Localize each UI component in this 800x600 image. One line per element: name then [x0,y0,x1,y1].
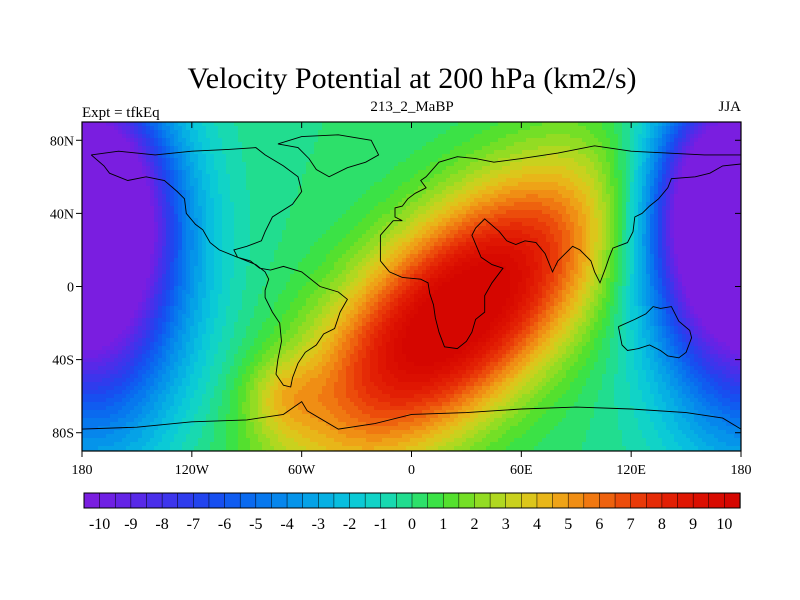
colorbar-label: -10 [89,516,110,533]
colorbar-swatch [99,492,116,509]
colorbar-swatch [318,492,335,509]
colorbar-swatch [193,492,210,509]
velocity-potential-field [82,122,741,451]
x-tick-label: 120W [175,463,210,478]
x-tick-label: 60E [510,463,533,478]
colorbar-swatch [286,492,304,509]
colorbar-label: -9 [124,516,137,533]
colorbar-swatch [677,492,694,509]
colorbar-swatch [536,492,554,509]
colorbar-swatch [349,492,366,509]
colorbar-label: 3 [502,516,510,533]
colorbar-label: 2 [470,516,478,533]
colorbar-label: -5 [249,516,262,533]
colorbar-swatch [239,492,257,509]
colorbar-swatch [646,492,663,509]
y-tick-label: 40N [50,207,74,222]
colorbar-swatch [224,492,241,509]
colorbar-swatch [333,492,351,509]
colorbar-label: 10 [716,516,732,533]
colorbar-label: 4 [533,516,541,533]
colorbar-swatch [599,492,616,509]
colorbar-swatch [302,492,319,509]
colorbar-label: -6 [218,516,231,533]
colorbar-label: 0 [408,516,416,533]
colorbar-swatch [661,492,679,509]
colorbar: -10 -9 -8 -7 -6 -5 -4 -3 -2 -1 0 1 2 3 4 5 6 7 8 9 10 [83,492,741,533]
colorbar-swatch [505,492,522,509]
colorbar-swatch [708,492,726,509]
colorbar-swatch [583,492,601,509]
colorbar-swatch [83,492,101,509]
colorbar-swatch [552,492,569,509]
colorbar-swatch [177,492,194,509]
colorbar-swatch [474,492,491,509]
colorbar-swatch [255,492,273,509]
colorbar-label: 5 [564,516,572,533]
colorbar-label: -4 [280,516,293,533]
subtitle-center: 213_2_MaBP [370,99,453,115]
x-tick-label: 60W [288,463,316,478]
colorbar-swatch [614,492,632,509]
colorbar-swatch [380,492,398,509]
subtitle-left: Expt = tfkEq [82,105,160,121]
colorbar-swatch [364,492,382,509]
chart-title: Velocity Potential at 200 hPa (km2/s) [187,62,636,95]
x-axis: 180 120W 60W 0 60E 120E 180 [72,122,752,478]
colorbar-label: -2 [343,516,356,533]
colorbar-label: -8 [155,516,168,533]
colorbar-label: -7 [187,516,200,533]
colorbar-swatch [630,492,647,509]
colorbar-swatch [271,492,288,509]
colorbar-swatch [208,492,226,509]
colorbar-swatch [146,492,163,509]
x-tick-label: 180 [731,463,752,478]
colorbar-swatch [396,492,413,509]
colorbar-label: 7 [627,516,635,533]
colorbar-label: 6 [595,516,603,533]
colorbar-swatch [458,492,476,509]
y-tick-label: 0 [67,281,74,296]
colorbar-swatch [427,492,444,509]
colorbar-label: 9 [689,516,697,533]
y-tick-label: 80S [52,427,74,442]
y-tick-label: 80N [50,134,74,149]
colorbar-swatch [521,492,538,509]
colorbar-swatch [567,492,585,509]
colorbar-swatch [114,492,132,509]
colorbar-label: -1 [374,516,387,533]
colorbar-swatch [489,492,507,509]
subtitle-right: JJA [718,99,741,115]
y-axis: 80N 40N 0 40S 80S [50,134,741,442]
colorbar-swatch [442,492,460,509]
coastline [82,134,741,430]
colorbar-swatch [724,492,741,509]
y-tick-label: 40S [52,354,74,369]
colorbar-swatch [692,492,710,509]
x-tick-label: 120E [616,463,646,478]
colorbar-label: 8 [658,516,666,533]
colorbar-label: -3 [312,516,325,533]
colorbar-swatch [161,492,179,509]
colorbar-label: 1 [439,516,447,533]
x-tick-label: 180 [72,463,93,478]
colorbar-swatch [130,492,148,509]
x-tick-label: 0 [408,463,415,478]
colorbar-swatch [411,492,429,509]
